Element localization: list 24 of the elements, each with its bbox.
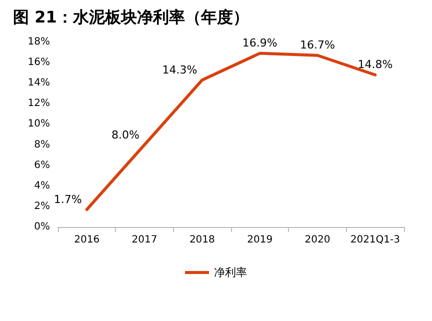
x-tick-label: 2016	[74, 234, 100, 246]
chart-title: 图 21：水泥板块净利率（年度）	[13, 8, 249, 26]
legend-label: 净利率	[214, 266, 247, 279]
x-tick-label: 2017	[132, 234, 158, 246]
x-tick-label: 2018	[189, 234, 215, 246]
y-tick-label: 12%	[28, 98, 50, 110]
x-tick-label: 2020	[304, 234, 330, 246]
x-tick-label: 2019	[247, 234, 273, 246]
y-tick-label: 0%	[34, 222, 50, 232]
data-label: 1.7%	[54, 193, 82, 206]
y-tick-label: 14%	[28, 78, 50, 89]
data-label: 14.3%	[162, 64, 198, 77]
y-tick-label: 18%	[28, 36, 50, 48]
y-tick-label: 16%	[28, 57, 50, 68]
data-label: 14.8%	[358, 58, 393, 71]
data-label: 16.7%	[300, 38, 335, 52]
y-tick-label: 4%	[34, 180, 50, 192]
data-label: 8.0%	[112, 128, 140, 142]
y-tick-label: 10%	[28, 118, 50, 130]
data-label: 16.9%	[242, 36, 278, 50]
x-tick-label: 2021Q1-3	[350, 234, 400, 246]
y-tick-label: 6%	[34, 160, 50, 171]
y-tick-label: 2%	[34, 200, 50, 212]
y-tick-label: 8%	[34, 139, 50, 150]
